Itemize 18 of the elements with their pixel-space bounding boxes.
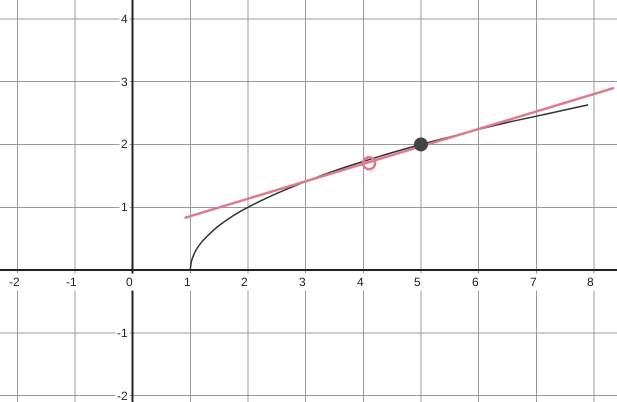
x-tick-label: -2 [9,275,20,289]
x-tick-label: 8 [587,275,594,289]
x-tick-label: -1 [66,275,77,289]
y-tick-label: 4 [121,12,128,26]
line-series [190,104,589,271]
x-tick-label: 5 [414,275,421,289]
x-tick-label: 6 [472,275,479,289]
x-tick-label: 1 [184,275,191,289]
y-tick-label: 3 [121,75,128,89]
x-tick-label: 0 [126,275,133,289]
y-tick-label: -2 [117,389,128,402]
x-tick-label: 3 [299,275,306,289]
x-tick-label: 2 [241,275,248,289]
x-tick-label: 7 [530,275,537,289]
y-tick-label: 2 [121,137,128,151]
y-tick-label: 1 [121,200,128,214]
y-tick-label: -1 [117,326,128,340]
x-tick-label: 4 [357,275,364,289]
